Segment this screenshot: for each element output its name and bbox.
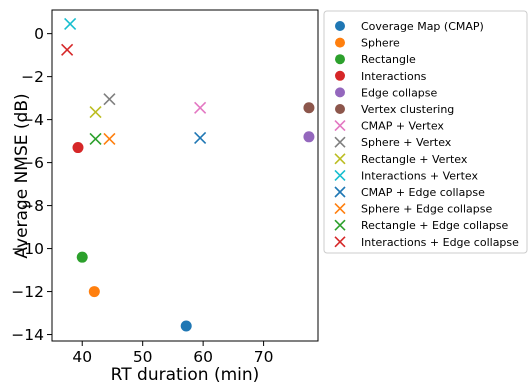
x-axis: 40 50 60 70 <box>72 341 273 366</box>
legend-marker <box>334 203 346 215</box>
data-point <box>89 106 102 119</box>
legend-entry: Edge collapse <box>361 86 438 99</box>
data-point <box>89 132 102 146</box>
legend-marker <box>334 219 346 231</box>
x-tick-label: 40 <box>72 348 92 366</box>
legend-entry: Vertex clustering <box>361 103 454 116</box>
legend: Coverage Map (CMAP) Sphere Rectangle Intera… <box>323 10 528 254</box>
x-tick-label: 70 <box>254 348 274 366</box>
x-tick-label: 50 <box>133 348 153 366</box>
legend-marker <box>334 120 346 132</box>
legend-marker <box>334 236 346 248</box>
y-axis: 0 −2 −4 −6 −8 −10 −12 −14 <box>11 25 52 344</box>
legend-entry: Sphere + Vertex <box>361 136 452 149</box>
data-point <box>103 93 116 106</box>
legend-marker <box>335 87 345 98</box>
data-point <box>88 286 100 298</box>
data-point <box>303 102 315 114</box>
x-tick-label: 60 <box>193 348 213 366</box>
x-axis-label: RT duration (min) <box>111 365 260 385</box>
y-tick-label: −10 <box>11 240 44 258</box>
data-point <box>72 142 84 154</box>
data-point <box>103 132 116 146</box>
data-point <box>194 101 207 114</box>
legend-entry: Interactions <box>361 70 427 83</box>
legend-marker <box>334 169 346 181</box>
plot-area <box>51 9 319 342</box>
legend-marker <box>335 54 345 65</box>
legend-entry: Coverage Map (CMAP) <box>361 20 484 33</box>
data-point <box>61 43 74 56</box>
y-tick-label: 0 <box>34 25 44 43</box>
y-tick-label: −12 <box>11 283 44 301</box>
data-point <box>180 320 192 332</box>
data-point <box>303 131 315 143</box>
y-tick-label: −8 <box>21 197 44 215</box>
y-tick-label: −2 <box>21 68 44 86</box>
legend-entry: Sphere + Edge collapse <box>361 203 492 216</box>
data-point <box>64 17 77 31</box>
legend-entry: Interactions + Edge collapse <box>361 236 519 249</box>
legend-marker <box>334 153 346 165</box>
legend-marker <box>335 70 345 81</box>
y-axis-label: Average NMSE (dB) <box>12 93 32 258</box>
legend-entry: Interactions + Vertex <box>361 169 478 182</box>
legend-entry: Rectangle <box>361 53 416 66</box>
legend-entry: CMAP + Edge collapse <box>361 186 485 199</box>
legend-entry: Rectangle + Vertex <box>361 153 468 166</box>
y-tick-label: −14 <box>11 326 44 344</box>
legend-marker <box>335 37 345 48</box>
legend-entry: CMAP + Vertex <box>361 120 444 133</box>
data-point <box>194 131 207 144</box>
legend-frame <box>323 10 528 254</box>
legend-marker <box>334 186 346 198</box>
legend-entry: Rectangle + Edge collapse <box>361 219 509 232</box>
y-tick-label: −6 <box>21 154 44 172</box>
y-tick-label: −4 <box>21 111 44 129</box>
legend-entry: Sphere <box>361 37 400 50</box>
data-point <box>76 251 88 263</box>
legend-marker <box>334 136 346 148</box>
data-points <box>61 17 315 332</box>
legend-marker <box>335 104 345 114</box>
legend-marker <box>335 21 345 31</box>
